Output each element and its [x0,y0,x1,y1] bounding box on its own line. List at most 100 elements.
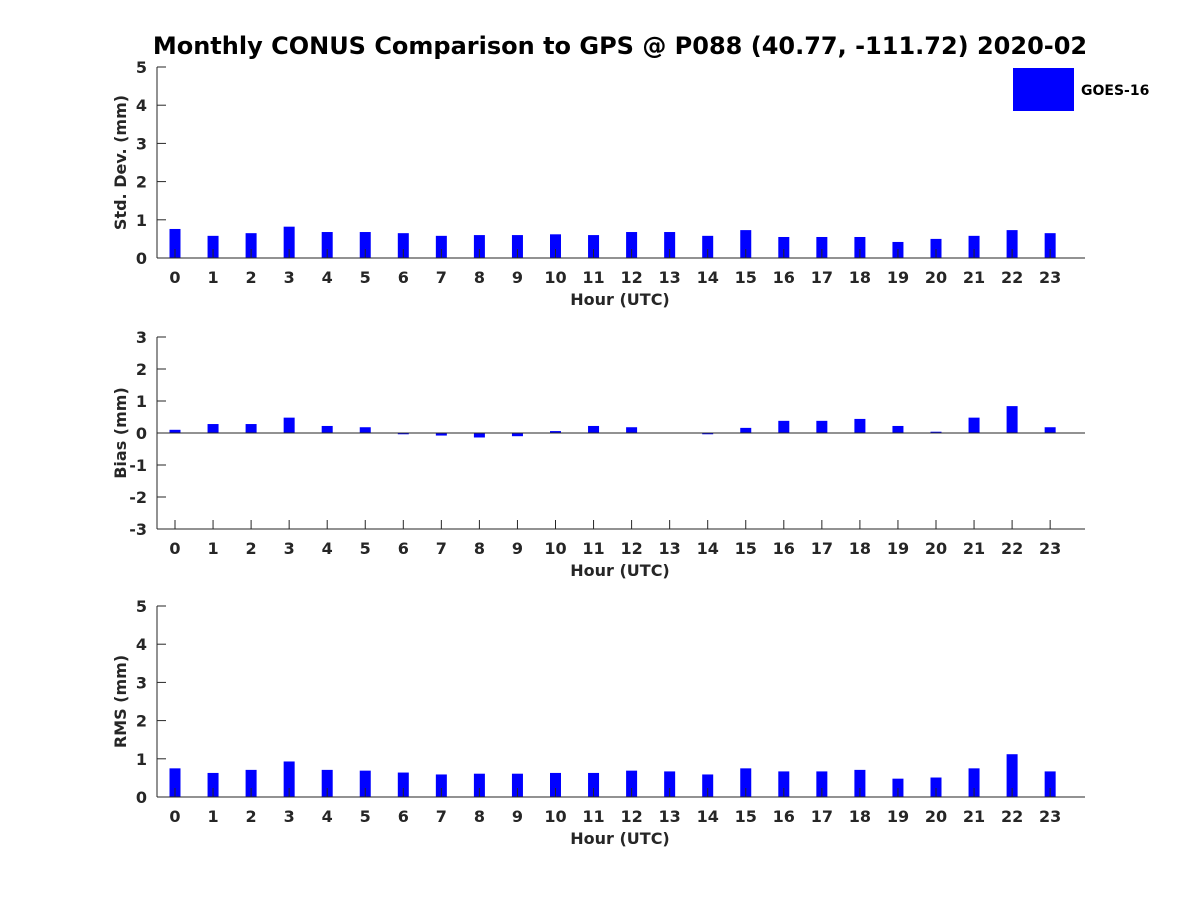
x-tick-label: 10 [544,539,566,558]
x-tick-label: 6 [398,268,409,287]
legend-label: GOES-16 [1081,83,1149,99]
x-tick-label: 3 [284,539,295,558]
x-tick-label: 12 [620,807,642,826]
y-tick-label: 3 [136,328,147,347]
x-tick-label: 0 [169,539,180,558]
x-tick-label: 12 [620,268,642,287]
x-tick-label: 9 [512,807,523,826]
x-tick-label: 7 [436,539,447,558]
x-tick-label: 15 [735,268,757,287]
bar-1 [208,424,219,433]
x-tick-label: 14 [697,268,719,287]
x-tick-label: 13 [659,539,681,558]
x-tick-label: 15 [735,539,757,558]
y-tick-label: 1 [136,392,147,411]
x-tick-label: 11 [582,539,604,558]
bar-2 [246,424,257,433]
y-tick-label: 2 [136,173,147,192]
x-tick-label: 10 [544,807,566,826]
x-tick-label: 16 [773,268,795,287]
legend-swatch [1013,68,1074,111]
x-tick-label: 14 [697,539,719,558]
bar-5 [360,427,371,433]
x-tick-label: 22 [1001,807,1023,826]
x-tick-label: 13 [659,807,681,826]
x-tick-label: 15 [735,807,757,826]
x-tick-label: 2 [246,268,257,287]
x-tick-label: 12 [620,539,642,558]
x-tick-label: 16 [773,539,795,558]
x-tick-label: 6 [398,539,409,558]
x-tick-label: 21 [963,268,985,287]
x-tick-label: 1 [207,807,218,826]
y-tick-label: 0 [136,249,147,268]
x-axis-label: Hour (UTC) [570,561,670,580]
y-axis-label: Bias (mm) [111,387,130,479]
x-tick-label: 3 [284,268,295,287]
x-tick-label: 8 [474,807,485,826]
x-tick-label: 21 [963,539,985,558]
x-tick-label: 19 [887,539,909,558]
x-tick-label: 14 [697,807,719,826]
x-tick-label: 18 [849,539,871,558]
bar-8 [474,433,485,437]
y-tick-label: 1 [136,211,147,230]
y-tick-label: 5 [136,58,147,77]
x-tick-label: 4 [322,539,333,558]
x-tick-label: 2 [246,539,257,558]
y-tick-label: 3 [136,673,147,692]
x-axis-label: Hour (UTC) [570,829,670,848]
bar-3 [284,418,295,433]
x-tick-label: 23 [1039,539,1061,558]
bar-17 [816,421,827,433]
bar-22 [1007,406,1018,433]
bar-23 [1045,427,1056,433]
x-axis-label: Hour (UTC) [570,290,670,309]
x-tick-label: 8 [474,268,485,287]
x-tick-label: 18 [849,268,871,287]
x-tick-label: 7 [436,807,447,826]
x-tick-label: 20 [925,807,947,826]
x-tick-label: 17 [811,539,833,558]
y-tick-label: 3 [136,134,147,153]
x-tick-label: 19 [887,268,909,287]
x-tick-label: 9 [512,268,523,287]
x-tick-label: 17 [811,268,833,287]
y-axis-label: RMS (mm) [111,655,130,748]
x-tick-label: 5 [360,807,371,826]
bar-16 [778,421,789,433]
x-tick-label: 19 [887,807,909,826]
y-tick-label: 2 [136,712,147,731]
x-tick-label: 17 [811,807,833,826]
y-tick-label: 5 [136,597,147,616]
y-tick-label: 1 [136,750,147,769]
x-tick-label: 1 [207,268,218,287]
y-tick-label: 4 [136,635,147,654]
x-tick-label: 5 [360,539,371,558]
x-tick-label: 2 [246,807,257,826]
x-tick-label: 6 [398,807,409,826]
x-tick-label: 9 [512,539,523,558]
x-tick-label: 22 [1001,539,1023,558]
y-tick-label: 4 [136,96,147,115]
x-tick-label: 11 [582,807,604,826]
x-tick-label: 23 [1039,807,1061,826]
y-tick-label: -1 [129,456,147,475]
x-tick-label: 4 [322,268,333,287]
x-tick-label: 20 [925,268,947,287]
x-tick-label: 16 [773,807,795,826]
x-tick-label: 3 [284,807,295,826]
x-tick-label: 18 [849,807,871,826]
x-tick-label: 22 [1001,268,1023,287]
x-tick-label: 23 [1039,268,1061,287]
bar-18 [854,419,865,433]
x-tick-label: 11 [582,268,604,287]
x-tick-label: 13 [659,268,681,287]
x-tick-label: 10 [544,268,566,287]
